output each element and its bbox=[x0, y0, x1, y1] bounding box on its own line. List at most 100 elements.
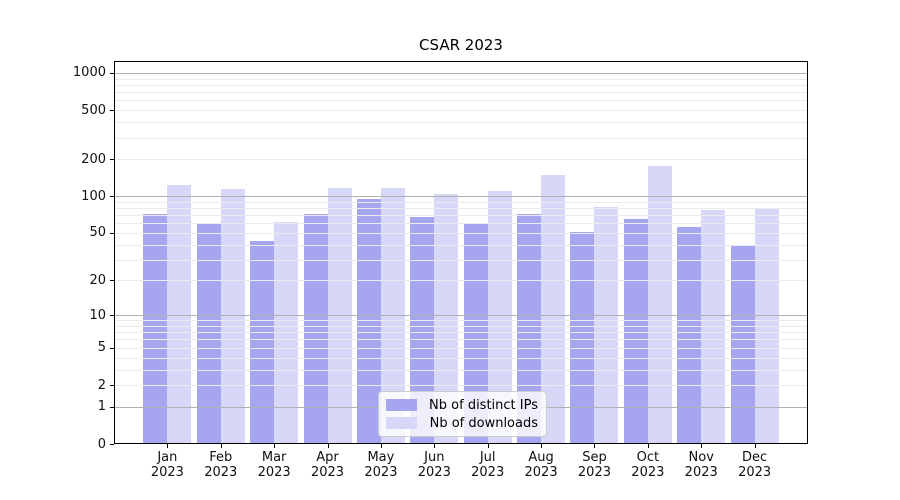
x-tick-label-nov-2023: Nov 2023 bbox=[669, 450, 733, 480]
gridline-minor-400 bbox=[115, 122, 807, 124]
gridline-major-10 bbox=[115, 315, 807, 317]
gridline-minor-600 bbox=[115, 100, 807, 102]
gridline-minor-2 bbox=[115, 385, 807, 386]
bar-nb-of-downloads-sep-2023 bbox=[594, 206, 619, 444]
gridline-minor-8 bbox=[115, 326, 807, 327]
x-tick-5 bbox=[380, 444, 382, 448]
bar-nb-of-distinct-ips-mar-2023 bbox=[250, 240, 275, 444]
gridline-minor-300 bbox=[115, 137, 807, 139]
bar-nb-of-distinct-ips-may-2023 bbox=[356, 199, 381, 444]
bar-nb-of-distinct-ips-nov-2023 bbox=[677, 226, 702, 444]
gridline-minor-7 bbox=[115, 332, 807, 334]
y-tick-1000 bbox=[110, 72, 114, 74]
legend-label-downloads: Nb of downloads bbox=[429, 415, 538, 431]
x-tick-label-line: Feb bbox=[209, 450, 233, 465]
x-tick-label-line: 2023 bbox=[738, 465, 772, 480]
gridline-minor-4 bbox=[115, 357, 807, 359]
bar-nb-of-downloads-dec-2023 bbox=[754, 208, 779, 444]
x-tick-label-line: 2023 bbox=[150, 465, 184, 480]
y-tick-label-50: 50 bbox=[89, 225, 106, 241]
y-tick-label-10: 10 bbox=[89, 307, 106, 323]
x-tick-label-line: Apr bbox=[316, 450, 339, 465]
x-tick-label-line: Jun bbox=[424, 450, 445, 465]
x-tick-label-line: Jul bbox=[479, 450, 496, 465]
x-tick-label-line: Dec bbox=[742, 450, 768, 465]
bar-nb-of-downloads-jan-2023 bbox=[167, 185, 192, 444]
y-tick-1 bbox=[110, 406, 114, 408]
x-tick-label-feb-2023: Feb 2023 bbox=[189, 450, 253, 480]
x-tick-label-jan-2023: Jan 2023 bbox=[135, 450, 199, 480]
axes-frame bbox=[114, 61, 808, 444]
bar-nb-of-downloads-feb-2023 bbox=[220, 189, 245, 444]
x-tick-label-line: Mar bbox=[261, 450, 287, 465]
y-tick-10 bbox=[110, 315, 114, 317]
x-tick-label-may-2023: May 2023 bbox=[349, 450, 413, 480]
x-tick-label-line: 2023 bbox=[310, 465, 345, 480]
y-tick-0 bbox=[110, 444, 114, 445]
gridline-minor-3 bbox=[115, 369, 807, 371]
x-tick-label-line: Oct bbox=[636, 450, 660, 465]
x-tick-8 bbox=[541, 444, 543, 448]
y-tick-20 bbox=[110, 280, 114, 282]
x-tick-label-line: Aug bbox=[528, 450, 554, 465]
x-tick-4 bbox=[327, 444, 329, 448]
gridline-minor-900 bbox=[115, 78, 807, 80]
gridline-minor-60 bbox=[115, 223, 807, 225]
x-tick-label-line: 2023 bbox=[417, 465, 451, 480]
chart-title: CSAR 2023 bbox=[419, 36, 503, 54]
bar-nb-of-downloads-nov-2023 bbox=[701, 210, 726, 444]
x-tick-label-sep-2023: Sep 2023 bbox=[562, 450, 626, 480]
gridline-minor-500 bbox=[115, 110, 807, 112]
y-tick-label-20: 20 bbox=[89, 272, 106, 288]
legend-item-downloads: Nb of downloads bbox=[386, 415, 538, 431]
bar-nb-of-distinct-ips-dec-2023 bbox=[730, 245, 755, 444]
x-tick-label-line: 2023 bbox=[524, 465, 558, 480]
x-tick-label-oct-2023: Oct 2023 bbox=[616, 450, 680, 480]
x-tick-label-line: 2023 bbox=[684, 465, 718, 480]
x-tick-12 bbox=[754, 444, 756, 448]
y-tick-label-200: 200 bbox=[81, 151, 106, 167]
gridline-minor-200 bbox=[115, 159, 807, 161]
legend: Nb of distinct IPs Nb of downloads bbox=[378, 391, 547, 437]
gridline-major-1000 bbox=[115, 72, 807, 74]
gridline-minor-6 bbox=[115, 339, 807, 341]
x-tick-label-line: 2023 bbox=[471, 465, 505, 480]
x-tick-7 bbox=[487, 444, 489, 448]
x-tick-11 bbox=[701, 444, 703, 448]
gridline-minor-700 bbox=[115, 92, 807, 94]
x-tick-1 bbox=[167, 444, 169, 448]
y-tick-200 bbox=[110, 159, 114, 161]
x-tick-label-line: 2023 bbox=[577, 465, 611, 480]
legend-swatch-distinct-ips bbox=[386, 399, 417, 411]
gridline-minor-5 bbox=[115, 347, 807, 349]
y-tick-100 bbox=[110, 196, 114, 198]
gridline-minor-40 bbox=[115, 244, 807, 246]
x-tick-label-line: May bbox=[367, 450, 395, 465]
gridline-minor-50 bbox=[115, 232, 807, 234]
x-tick-label-dec-2023: Dec 2023 bbox=[723, 450, 787, 480]
y-tick-label-1000: 1000 bbox=[72, 65, 106, 81]
legend-item-distinct-ips: Nb of distinct IPs bbox=[386, 397, 538, 413]
y-tick-label-100: 100 bbox=[81, 188, 106, 204]
x-tick-10 bbox=[647, 444, 649, 448]
gridline-minor-80 bbox=[115, 208, 807, 209]
y-tick-label-2: 2 bbox=[97, 377, 106, 393]
x-tick-label-line: Jan bbox=[157, 450, 178, 465]
x-tick-label-apr-2023: Apr 2023 bbox=[296, 450, 360, 480]
y-tick-500 bbox=[110, 110, 114, 112]
x-tick-label-jul-2023: Jul 2023 bbox=[456, 450, 520, 480]
x-tick-6 bbox=[434, 444, 436, 448]
bar-nb-of-downloads-oct-2023 bbox=[647, 166, 672, 444]
x-tick-label-line: 2023 bbox=[257, 465, 291, 480]
gridline-major-100 bbox=[115, 196, 807, 198]
x-tick-label-line: 2023 bbox=[631, 465, 665, 480]
x-tick-3 bbox=[274, 444, 276, 448]
gridline-minor-20 bbox=[115, 280, 807, 282]
gridline-minor-90 bbox=[115, 201, 807, 203]
legend-swatch-downloads bbox=[386, 417, 417, 429]
gridline-minor-70 bbox=[115, 215, 807, 217]
bar-nb-of-distinct-ips-jan-2023 bbox=[143, 213, 168, 444]
x-tick-label-line: Sep bbox=[582, 450, 607, 465]
x-tick-label-line: 2023 bbox=[204, 465, 238, 480]
